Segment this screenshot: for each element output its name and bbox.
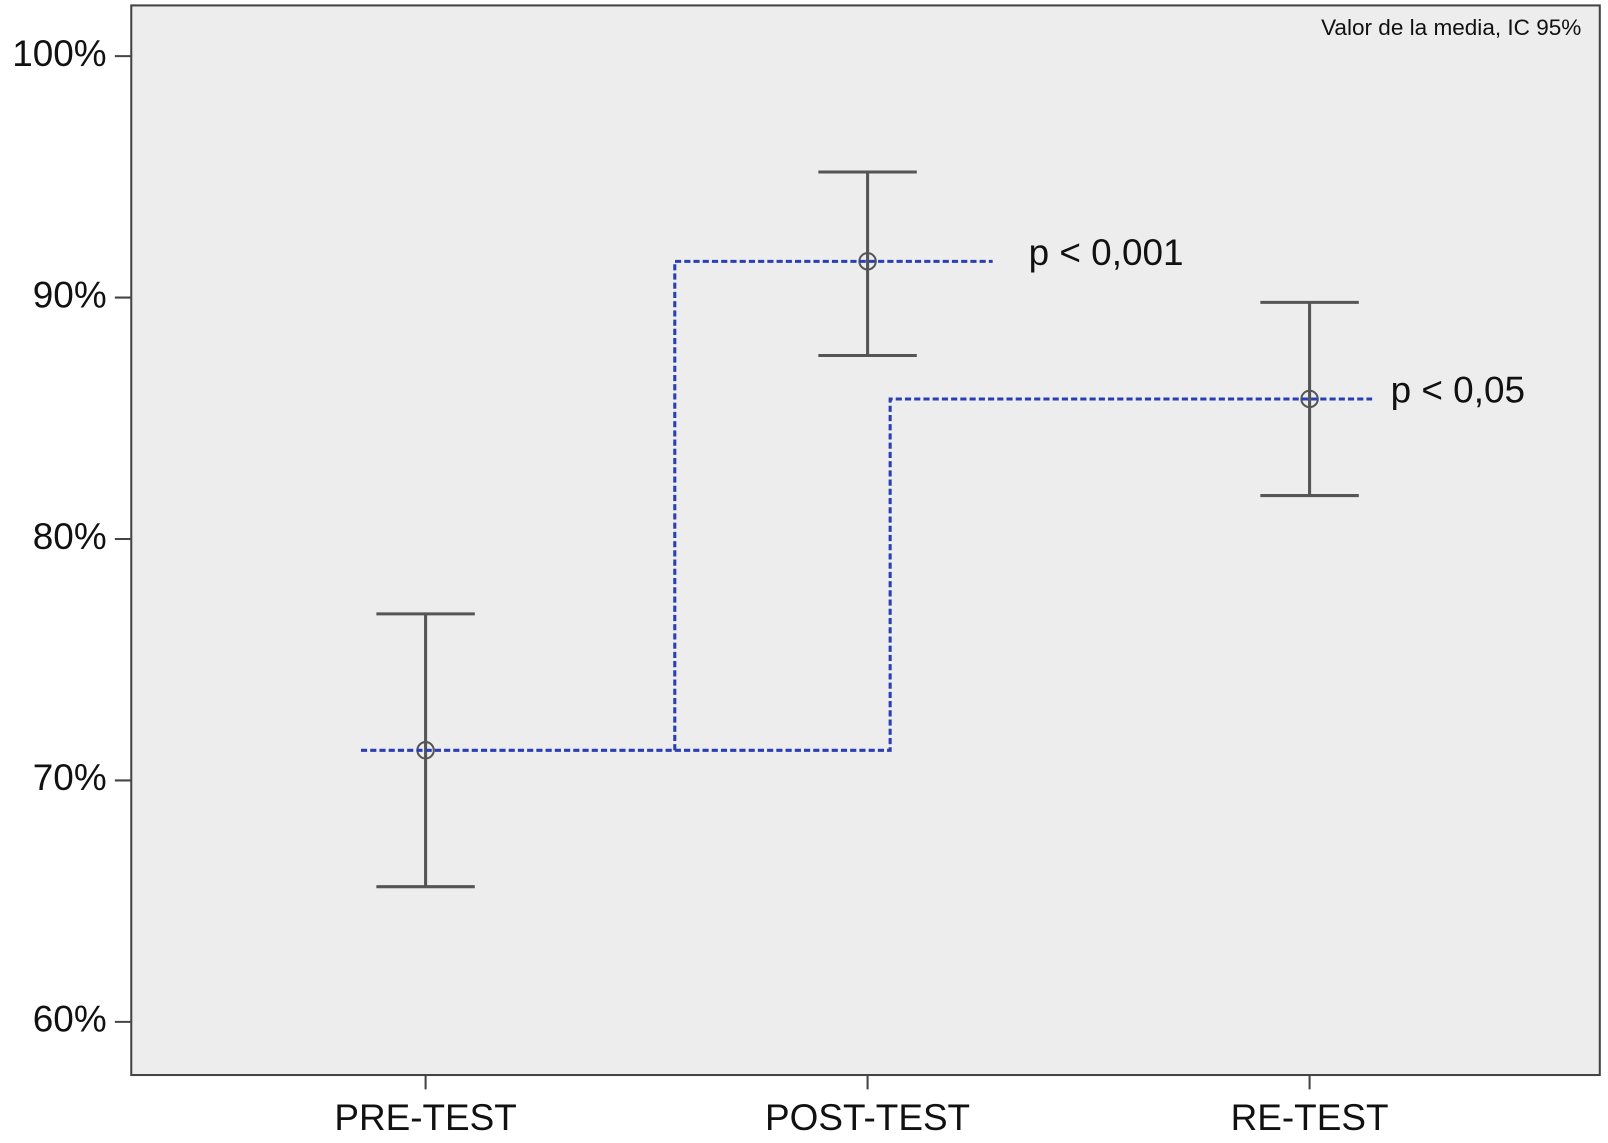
y-tick-label: 80% — [33, 516, 107, 557]
x-tick-label: PRE-TEST — [334, 1097, 517, 1138]
mean-marker — [858, 252, 877, 271]
y-tick-label: 60% — [33, 999, 107, 1040]
significance-bracket — [674, 397, 1373, 752]
x-tick-label: POST-TEST — [765, 1097, 970, 1138]
x-tick-label: RE-TEST — [1231, 1097, 1389, 1138]
y-tick-label: 90% — [33, 274, 107, 315]
y-tick-label: 70% — [33, 757, 107, 798]
mean-marker — [1300, 389, 1319, 409]
y-tick-label: 100% — [12, 33, 106, 74]
plot-area — [130, 4, 1601, 1077]
p-value-label: p < 0,001 — [1029, 232, 1184, 273]
p-value-label: p < 0,05 — [1391, 370, 1525, 411]
chart-subtitle: Valor de la media, IC 95% — [1321, 15, 1581, 40]
